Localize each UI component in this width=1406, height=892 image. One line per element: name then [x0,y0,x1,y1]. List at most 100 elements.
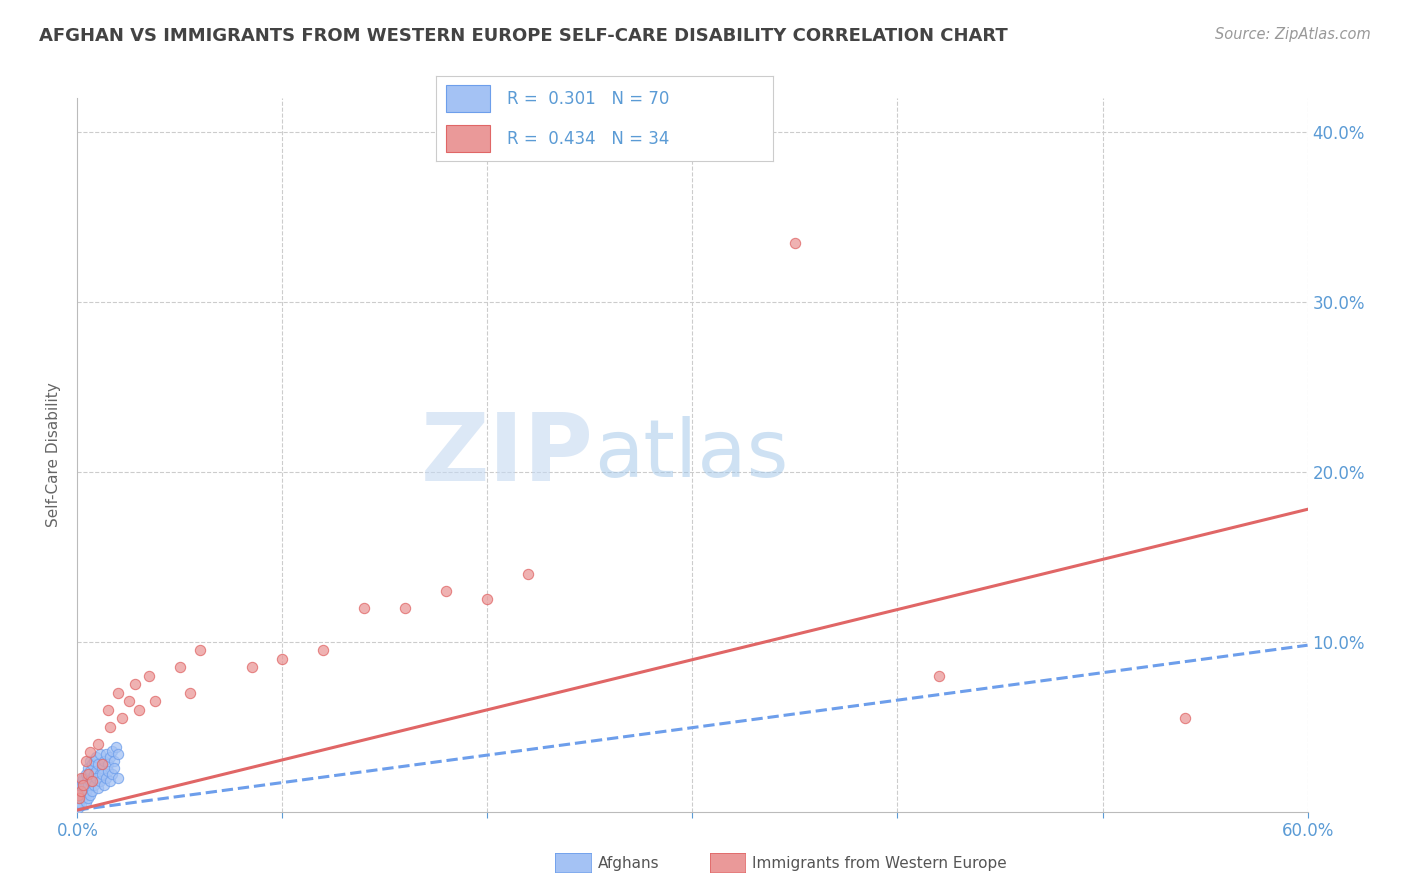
Point [111,711,134,725]
Point [67,797,90,812]
Point [76,774,98,789]
Point [179,686,201,700]
Point [79,764,101,778]
Point [80,774,103,789]
Point [103,760,125,774]
Point [107,747,129,761]
Point [75,795,97,809]
Point [89,747,111,761]
Point [72,784,94,798]
Point [93,778,115,792]
Point [70,797,93,812]
Point [783,235,806,250]
Point [517,566,540,581]
Point [67,791,90,805]
Point [67,788,90,802]
Point [477,592,499,607]
Y-axis label: Self-Care Disability: Self-Care Disability [46,383,62,527]
Point [90,757,114,772]
Point [90,767,114,781]
Point [72,778,94,792]
Point [70,791,93,805]
Point [75,754,97,768]
Point [72,774,94,789]
Point [169,660,191,674]
Point [70,778,93,792]
Point [98,720,121,734]
Point [70,771,93,785]
Point [83,754,105,768]
Point [87,737,110,751]
Text: Source: ZipAtlas.com: Source: ZipAtlas.com [1215,27,1371,42]
Point [70,784,93,798]
Point [128,703,150,717]
Point [67,795,90,809]
Point [117,694,139,708]
Point [69,780,91,795]
Text: Afghans: Afghans [598,856,659,871]
Point [353,600,375,615]
Point [80,757,103,772]
Point [97,703,120,717]
Point [79,754,101,768]
Text: AFGHAN VS IMMIGRANTS FROM WESTERN EUROPE SELF-CARE DISABILITY CORRELATION CHART: AFGHAN VS IMMIGRANTS FROM WESTERN EUROPE… [39,27,1008,45]
Point [138,669,160,683]
Point [72,788,94,802]
Point [72,780,94,795]
Point [87,774,110,789]
Point [76,791,98,805]
Point [271,652,294,666]
Point [188,643,212,657]
Point [107,771,129,785]
Point [79,774,101,789]
FancyBboxPatch shape [446,125,489,152]
Point [89,767,111,781]
Point [67,791,90,805]
Point [97,764,120,778]
Point [240,660,263,674]
Point [80,771,103,785]
Point [83,778,105,792]
Point [75,778,97,792]
Point [76,771,98,785]
Point [75,788,97,802]
Point [94,771,117,785]
Point [72,771,94,785]
Point [84,750,107,764]
Point [79,788,101,802]
Point [70,788,93,802]
Point [90,760,114,774]
Point [67,795,90,809]
Point [72,791,94,805]
Point [67,801,90,815]
Point [80,784,103,798]
Point [75,767,97,781]
Point [75,784,97,798]
Point [94,747,117,761]
Point [436,583,458,598]
Point [97,757,120,772]
Point [394,600,416,615]
Point [101,743,124,757]
Point [928,669,950,683]
Point [93,754,115,768]
Point [107,686,129,700]
Point [103,754,125,768]
Point [101,767,124,781]
Point [76,780,98,795]
Point [72,778,94,792]
Point [83,767,105,781]
Point [87,757,110,772]
Point [87,780,110,795]
Point [89,774,111,789]
Point [79,745,101,759]
Point [79,774,101,789]
Point [76,778,98,792]
Text: ZIP: ZIP [422,409,595,501]
Text: R =  0.301   N = 70: R = 0.301 N = 70 [506,90,669,108]
Point [124,677,146,691]
Point [84,764,107,778]
Point [76,760,98,774]
Point [1174,711,1197,725]
Point [98,774,121,789]
